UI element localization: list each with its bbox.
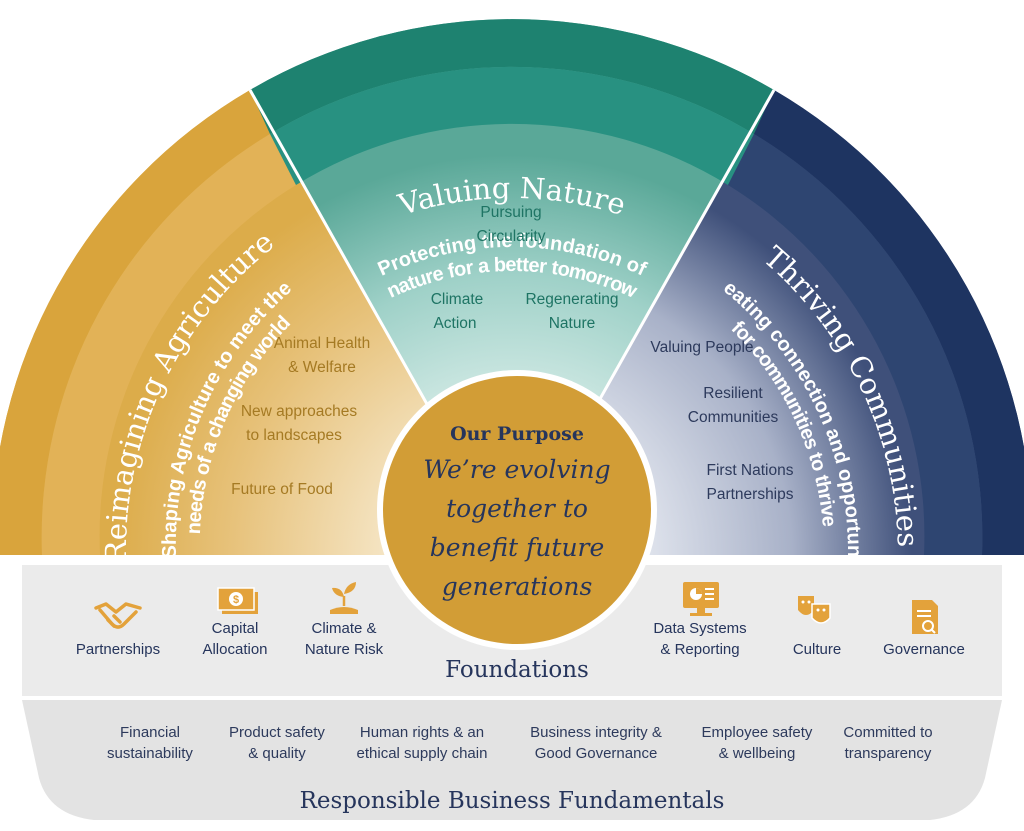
foundation-data-line1: Data Systems: [653, 620, 746, 637]
purpose-line-1: We’re evolving: [423, 455, 610, 484]
monitor-chart-icon: [683, 582, 719, 616]
fundamental-2-line2: & quality: [248, 745, 306, 762]
seedling-icon: [330, 582, 358, 614]
foundation-data-line2: & Reporting: [660, 641, 739, 658]
foundation-partnerships-label: Partnerships: [76, 641, 160, 658]
foundation-climate-line2: Nature Risk: [305, 641, 384, 658]
fundamental-3-line2: ethical supply chain: [357, 745, 488, 762]
fundamental-1-line1: Financial: [120, 724, 180, 741]
com-item-3-line1: First Nations: [707, 462, 794, 479]
fundamental-3-line1: Human rights & an: [360, 724, 484, 741]
fundamental-4-line2: Good Governance: [535, 745, 658, 762]
svg-text:$: $: [233, 594, 239, 606]
purpose-line-4: generations: [442, 572, 593, 601]
money-stack-icon: $: [217, 587, 258, 614]
fundamental-1-line2: sustainability: [107, 745, 193, 762]
ag-item-3-line1: Future of Food: [231, 481, 333, 498]
foundation-climate-line1: Climate &: [311, 620, 376, 637]
nature-item-1-line2: Circularity: [477, 228, 546, 245]
fundamentals-title: Responsible Business Fundamentals: [300, 788, 725, 814]
com-item-1-line1: Valuing People: [650, 339, 753, 356]
foundations-title: Foundations: [445, 657, 589, 683]
ag-item-1-line1: Animal Health: [274, 335, 371, 352]
foundation-capital-line2: Allocation: [202, 641, 267, 658]
foundation-capital-line1: Capital: [212, 620, 259, 637]
nature-item-1-line1: Pursuing: [480, 204, 541, 221]
fundamental-5-line2: & wellbeing: [719, 745, 796, 762]
ag-item-2-line2: to landscapes: [246, 427, 342, 444]
purpose-line-3: benefit future: [430, 533, 605, 562]
foundation-governance-label: Governance: [883, 641, 965, 658]
document-magnifier-icon: [912, 600, 938, 634]
purpose-heading: Our Purpose: [450, 423, 584, 445]
ag-item-2-line1: New approaches: [241, 403, 358, 420]
foundation-culture-label: Culture: [793, 641, 841, 658]
com-item-3-line2: Partnerships: [706, 486, 793, 503]
com-item-2-line2: Communities: [688, 409, 779, 426]
handshake-icon: [94, 602, 142, 629]
fundamental-2-line1: Product safety: [229, 724, 325, 741]
purpose-circle: [383, 376, 651, 644]
nature-sector: [250, 19, 774, 555]
purpose-line-2: together to: [446, 494, 588, 523]
theatre-masks-icon: [798, 596, 831, 624]
fundamental-4-line1: Business integrity &: [530, 724, 662, 741]
nature-item-2-line2: Action: [433, 315, 476, 332]
com-item-2-line1: Resilient: [703, 385, 763, 402]
nature-item-3-line2: Nature: [549, 315, 596, 332]
fundamental-6-line1: Committed to: [843, 724, 932, 741]
nature-item-2-line1: Climate: [431, 291, 484, 308]
fundamental-5-line1: Employee safety: [702, 724, 813, 741]
fundamentals-band: [22, 700, 1002, 820]
nature-item-3-line1: Regenerating: [525, 291, 618, 308]
ag-item-1-line2: & Welfare: [288, 359, 356, 376]
fundamental-6-line2: transparency: [845, 745, 932, 762]
